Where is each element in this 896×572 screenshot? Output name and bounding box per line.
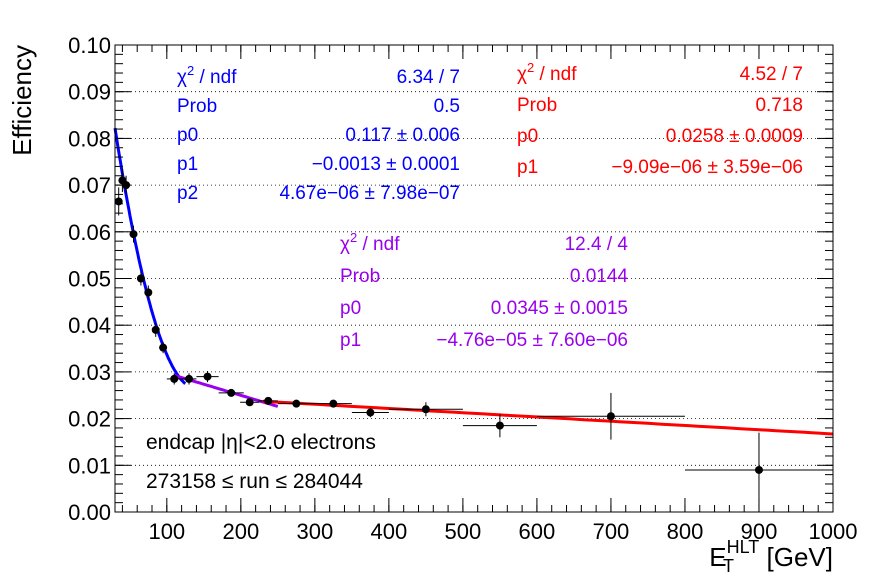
stat-label: Prob bbox=[340, 266, 380, 287]
x-tick-label: 600 bbox=[519, 519, 556, 544]
stat-label: p2 bbox=[177, 183, 198, 204]
stat-boxes: χ2 / ndf 6.34 / 7 Prob 0.5 p0 0.117 ± 0.006 p1… bbox=[177, 60, 803, 351]
data-point bbox=[329, 399, 338, 408]
x-tick-label: 700 bbox=[593, 519, 630, 544]
y-tick-label: 0.01 bbox=[68, 453, 111, 478]
stat-value: −0.0013 ± 0.0001 bbox=[312, 154, 460, 175]
x-tick-label: 800 bbox=[667, 519, 704, 544]
stat-label: Prob bbox=[177, 96, 217, 117]
stat-value: 0.0144 bbox=[570, 266, 629, 287]
stat-value: 12.4 / 4 bbox=[565, 234, 629, 255]
x-tick-label: 200 bbox=[222, 519, 259, 544]
stat-value: −4.76e−05 ± 7.60e−06 bbox=[436, 330, 628, 351]
stat-label: χ2 / ndf bbox=[177, 63, 237, 88]
data-point bbox=[185, 374, 194, 383]
y-tick-label: 0.04 bbox=[68, 313, 111, 338]
stat-label: p0 bbox=[340, 298, 361, 319]
data-point bbox=[366, 408, 375, 417]
annotations: endcap |η|<2.0 electrons 273158 ≤ run ≤ 2… bbox=[146, 431, 376, 493]
data-point bbox=[606, 412, 615, 421]
stat-value: 6.34 / 7 bbox=[397, 67, 460, 88]
x-tick-label: 400 bbox=[371, 519, 408, 544]
stat-value: 0.5 bbox=[434, 96, 460, 117]
data-points bbox=[114, 168, 833, 508]
y-tick-label: 0.00 bbox=[68, 500, 111, 525]
x-tick-label: 300 bbox=[296, 519, 333, 544]
stat-value: −9.09e−06 ± 3.59e−06 bbox=[611, 157, 803, 178]
x-tick-label: 900 bbox=[741, 519, 778, 544]
stat-value: 4.52 / 7 bbox=[740, 64, 803, 85]
stat-label: p1 bbox=[517, 157, 538, 178]
data-point bbox=[129, 230, 138, 239]
data-point bbox=[144, 288, 153, 297]
data-point bbox=[754, 465, 763, 474]
axes: 0.00 0.01 0.02 0.03 0.04 0.05 0.06 0.07 0.08 0.09… bbox=[7, 33, 857, 572]
fit-curve bbox=[262, 399, 834, 436]
y-axis-label: Efficiency bbox=[7, 45, 37, 156]
stat-value: 4.67e−06 ± 7.98e−07 bbox=[279, 183, 460, 204]
stat-label: χ2 / ndf bbox=[340, 230, 400, 255]
data-point bbox=[495, 421, 504, 430]
y-tick-label: 0.09 bbox=[68, 80, 111, 105]
y-tick-label: 0.05 bbox=[68, 267, 111, 292]
stat-label: χ2 / ndf bbox=[517, 60, 577, 85]
data-point bbox=[421, 405, 430, 414]
stat-value: 0.718 bbox=[755, 95, 803, 116]
x-tick-label: 500 bbox=[445, 519, 482, 544]
data-point bbox=[227, 388, 236, 397]
data-point bbox=[136, 274, 145, 283]
data-point bbox=[264, 396, 273, 405]
data-point bbox=[159, 343, 168, 352]
x-tick-label: 100 bbox=[148, 519, 185, 544]
stat-label: Prob bbox=[517, 95, 557, 116]
data-point bbox=[170, 374, 179, 383]
annotation-selection: endcap |η|<2.0 electrons bbox=[146, 431, 376, 454]
data-point bbox=[245, 398, 254, 407]
stat-label: p1 bbox=[177, 154, 198, 175]
stat-value: 0.117 ± 0.006 bbox=[345, 125, 460, 146]
x-axis-label-subscript: T bbox=[723, 556, 734, 572]
stat-label: p0 bbox=[517, 126, 538, 147]
x-axis-label: EHLT [GeV] bbox=[709, 537, 833, 572]
fit-curve bbox=[113, 127, 187, 385]
y-tick-label: 0.07 bbox=[68, 173, 111, 198]
y-tick-label: 0.08 bbox=[68, 126, 111, 151]
y-tick-label: 0.10 bbox=[68, 33, 111, 58]
annotation-run-range: 273158 ≤ run ≤ 284044 bbox=[146, 470, 363, 493]
stat-value: 0.0258 ± 0.0009 bbox=[666, 126, 803, 147]
stat-label: p0 bbox=[177, 125, 198, 146]
y-tick-label: 0.06 bbox=[68, 220, 111, 245]
y-tick-label: 0.02 bbox=[68, 407, 111, 432]
data-point bbox=[203, 372, 212, 381]
data-point bbox=[151, 325, 160, 334]
x-tick-label: 1000 bbox=[809, 519, 858, 544]
y-tick-label: 0.03 bbox=[68, 360, 111, 385]
stat-value: 0.0345 ± 0.0015 bbox=[491, 298, 628, 319]
data-point bbox=[292, 399, 301, 408]
stat-label: p1 bbox=[340, 330, 361, 351]
